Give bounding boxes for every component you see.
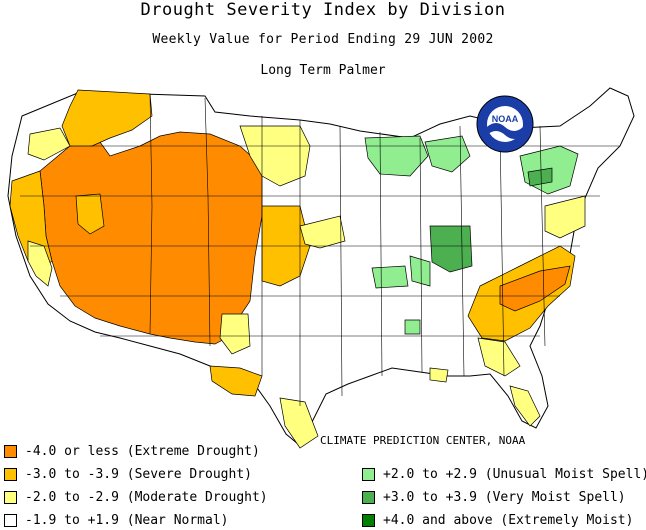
region-moderate-southwest [219,313,251,355]
region-moist-missouri [371,265,409,289]
region-moderate-central [299,215,346,249]
region-moist-michigan [424,135,471,173]
region-moderate-nevada [75,193,105,235]
legend-item-near-normal: -1.9 to +1.9 (Near Normal) [4,513,229,528]
map-subtitle: Weekly Value for Period Ending 29 JUN 20… [152,32,494,47]
region-moderate-florida [509,385,541,427]
division-lines [20,93,620,406]
legend-swatch [4,468,17,481]
us-drought-map [0,76,646,466]
legend-item-very-moist: +3.0 to +3.9 (Very Moist Spell) [362,490,626,505]
region-moderate-gulf [429,367,449,383]
region-moist-ohio [409,255,431,287]
region-moderate-northplains [239,125,311,187]
credit-text: CLIMATE PREDICTION CENTER, NOAA [320,434,526,447]
legend-swatch [362,491,375,504]
legend-swatch [4,445,17,458]
legend-label: +2.0 to +2.9 (Unusual Moist Spell) [383,467,646,482]
legend-item-severe-drought: -3.0 to -3.9 (Severe Drought) [4,467,252,482]
index-name: Long Term Palmer [260,63,386,78]
legend-swatch [362,468,375,481]
legend-label: -1.9 to +1.9 (Near Normal) [25,513,229,528]
region-moderate-northwest [27,127,71,161]
map-svg [7,87,635,449]
legend-label: -3.0 to -3.9 (Severe Drought) [25,467,252,482]
legend-label: +4.0 and above (Extremely Moist) [383,513,634,528]
region-moderate-midatlantic [544,195,586,239]
legend-item-moderate-drought: -2.0 to -2.9 (Moderate Drought) [4,490,268,505]
region-severe-northwest [61,89,153,147]
region-moderate-texas [279,397,319,449]
map-title: Drought Severity Index by Division [140,0,506,20]
legend-label: -4.0 or less (Extreme Drought) [25,444,260,459]
legend-item-unusual-moist: +2.0 to +2.9 (Unusual Moist Spell) [362,467,646,482]
legend-swatch [4,514,17,527]
legend-item-extremely-moist: +4.0 and above (Extremely Moist) [362,513,633,528]
legend-label: +3.0 to +3.9 (Very Moist Spell) [383,490,626,505]
region-moist-south [404,319,421,335]
region-severe-texas [209,365,263,397]
legend-swatch [4,491,17,504]
region-moderate-southeast [477,337,521,377]
region-verymoist-northeast [527,167,553,187]
legend-label: -2.0 to -2.9 (Moderate Drought) [25,490,268,505]
legend-item-extreme-drought: -4.0 or less (Extreme Drought) [4,444,260,459]
region-extreme-southeast [499,265,571,312]
noaa-logo-text: NOAA [492,114,519,124]
legend-swatch [362,514,375,527]
noaa-logo-icon: NOAA [476,95,534,153]
